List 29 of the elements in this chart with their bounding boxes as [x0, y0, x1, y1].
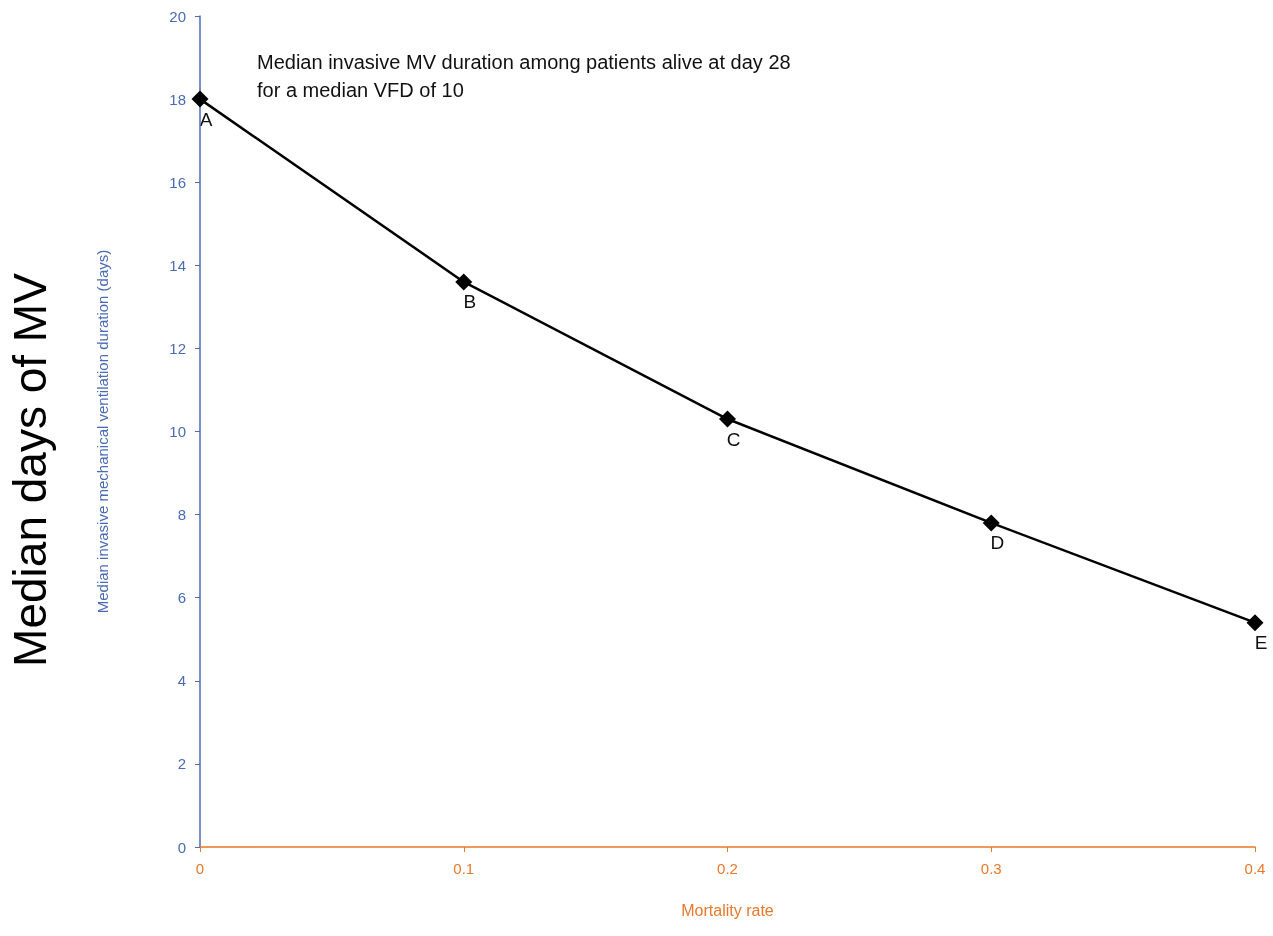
annotation: B: [463, 291, 477, 313]
x-tick-label: 0.4: [1244, 860, 1266, 877]
x-tick-label: 0.3: [980, 860, 1002, 877]
point: [1246, 614, 1264, 632]
x-axis-title: Mortality rate: [681, 901, 774, 919]
x-tick-label: 0: [195, 860, 205, 877]
y-tick-label: 18: [169, 90, 186, 108]
annotation: Median invasive MV duration among patients alive at day 28 for a median VFD of 10: [257, 51, 791, 101]
y-tick-label: 0: [177, 838, 186, 856]
y-tick-label: 10: [169, 423, 186, 440]
y-tick-label: 16: [169, 173, 186, 191]
annotation: C: [726, 428, 741, 450]
annotation: D: [990, 532, 1005, 554]
point: [982, 514, 1000, 532]
y-tick-label: 8: [177, 506, 186, 524]
annotation: E: [1254, 632, 1268, 654]
point: [191, 90, 209, 108]
y-tick-label: 6: [177, 589, 186, 607]
y-tick-label: 2: [177, 755, 186, 773]
y-tick-label: 20: [169, 7, 186, 25]
y-tick-label: 4: [177, 672, 186, 690]
x-tick-label: 0.1: [453, 860, 475, 877]
text: Median days of MV: [4, 272, 56, 667]
y-axis-title: Median invasive mechanical ventilation duration (days): [94, 249, 111, 614]
point: [719, 410, 736, 428]
y-tick-label: 14: [169, 256, 186, 274]
x-tick-label: 0.2: [717, 860, 738, 877]
point: [455, 273, 473, 291]
y-tick-label: 12: [169, 339, 186, 357]
